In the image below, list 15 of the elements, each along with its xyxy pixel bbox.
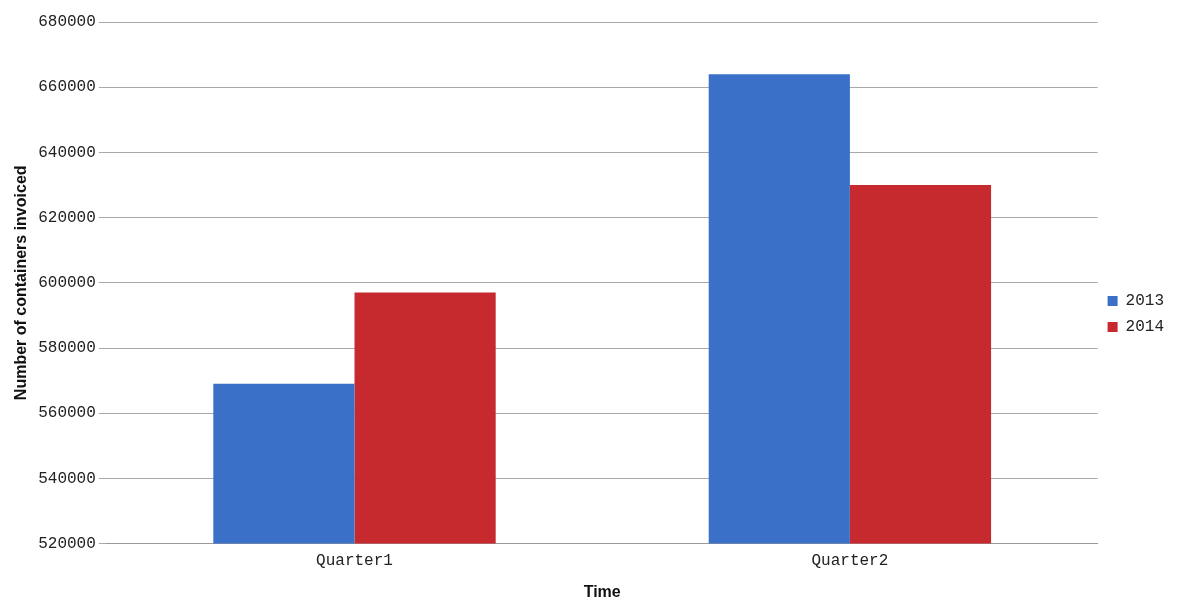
legend-label: 2014 <box>1125 318 1164 337</box>
legend-label: 2013 <box>1125 292 1164 311</box>
y-tick-label: 660000 <box>38 78 96 97</box>
y-tick-label: 560000 <box>38 404 96 423</box>
y-tick-label: 540000 <box>38 469 96 488</box>
y-tick-label: 580000 <box>38 339 96 358</box>
x-axis-title: Time <box>583 582 621 600</box>
x-tick-label: Quarter1 <box>316 552 393 571</box>
y-axis-title: Number of containers invoiced <box>12 165 30 401</box>
y-tick-label: 600000 <box>38 274 96 293</box>
x-tick-label: Quarter2 <box>811 552 889 571</box>
y-tick-label: 640000 <box>38 143 96 162</box>
y-tick-label: 520000 <box>38 534 96 553</box>
y-tick-label: 620000 <box>38 208 96 227</box>
y-tick-label: 680000 <box>38 13 96 32</box>
